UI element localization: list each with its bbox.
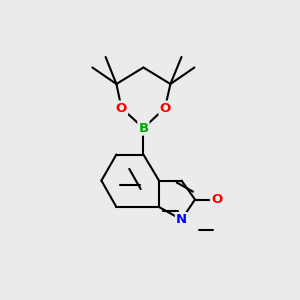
Text: O: O bbox=[159, 101, 171, 115]
Text: O: O bbox=[116, 101, 127, 115]
Text: O: O bbox=[211, 193, 222, 206]
Text: N: N bbox=[176, 213, 187, 226]
Text: B: B bbox=[138, 122, 148, 135]
